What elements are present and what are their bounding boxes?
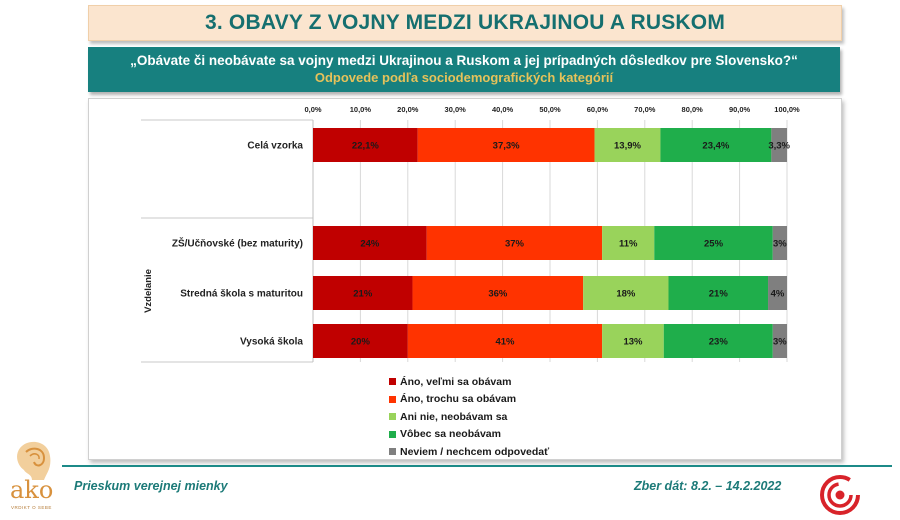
data-label: 20% bbox=[351, 337, 371, 348]
spiral-logo-icon bbox=[820, 475, 860, 515]
legend-swatch bbox=[389, 378, 396, 386]
category-label: Stredná škola s maturitou bbox=[180, 289, 303, 300]
x-tick-label: 80,0% bbox=[682, 105, 704, 114]
bar-segment bbox=[313, 324, 408, 358]
legend-item: Áno, veľmi sa obávam bbox=[389, 373, 549, 391]
ako-logo-head-icon bbox=[17, 441, 51, 480]
data-label: 24% bbox=[360, 239, 380, 250]
bar-segment bbox=[594, 128, 661, 162]
chart-panel: 0,0% 10,0% 20,0% 30,0% 40,0% 50,0% 60,0% 70,0% 8… bbox=[88, 98, 842, 460]
bar-segment bbox=[313, 276, 413, 310]
legend-swatch bbox=[389, 413, 396, 421]
category-label: ZŠ/Učňovské (bez maturity) bbox=[172, 237, 303, 250]
bar-segment bbox=[772, 324, 787, 358]
x-tick-label: 50,0% bbox=[539, 105, 561, 114]
data-label: 4% bbox=[771, 289, 785, 300]
data-label: 3,3% bbox=[768, 141, 790, 152]
data-label: 11% bbox=[619, 239, 638, 250]
bar-segment bbox=[407, 324, 603, 358]
bar-segment bbox=[771, 128, 787, 162]
footer-data-collection: Zber dát: 8.2. – 14.2.2022 bbox=[634, 479, 782, 493]
x-tick-label: 90,0% bbox=[729, 105, 751, 114]
data-label: 41% bbox=[495, 337, 515, 348]
legend-item: Vôbec sa neobávam bbox=[389, 426, 549, 444]
footer-survey-label: Prieskum verejnej mienky bbox=[74, 479, 228, 493]
legend-swatch bbox=[389, 430, 396, 438]
x-tick-label: 20,0% bbox=[397, 105, 419, 114]
slide-title: 3. OBAVY Z VOJNY MEDZI UKRAJINOU A RUSKO… bbox=[88, 5, 842, 41]
legend-label: Vôbec sa neobávam bbox=[400, 428, 501, 441]
survey-question: „Obávate či neobávate sa vojny medzi Ukr… bbox=[130, 53, 798, 68]
data-label: 22,1% bbox=[352, 141, 379, 152]
data-label: 3% bbox=[773, 239, 787, 250]
x-tick-label: 30,0% bbox=[445, 105, 467, 114]
bar-segment bbox=[417, 128, 595, 162]
legend-label: Áno, trochu sa obávam bbox=[400, 393, 517, 406]
data-label: 37% bbox=[505, 239, 525, 250]
data-label: 18% bbox=[616, 289, 636, 300]
bar-segment bbox=[602, 226, 655, 260]
bar-segment bbox=[602, 324, 664, 358]
legend-item: Ani nie, neobávam sa bbox=[389, 408, 549, 426]
data-label: 25% bbox=[704, 239, 724, 250]
bar-segment bbox=[663, 324, 773, 358]
group-label: Vzdelanie bbox=[143, 269, 154, 313]
footer-divider bbox=[62, 465, 892, 467]
bar-segment bbox=[583, 276, 669, 310]
bar-segment bbox=[313, 226, 427, 260]
chart-subtitle: Odpovede podľa sociodemografických kateg… bbox=[314, 70, 614, 85]
legend-swatch bbox=[389, 448, 396, 456]
x-tick-label: 0,0% bbox=[304, 105, 321, 114]
x-tick-label: 60,0% bbox=[587, 105, 609, 114]
legend-swatch bbox=[389, 395, 396, 403]
stacked-bar-chart: 0,0% 10,0% 20,0% 30,0% 40,0% 50,0% 60,0% 70,0% 8… bbox=[141, 105, 800, 363]
data-label: 21% bbox=[709, 289, 729, 300]
data-label: 3% bbox=[773, 337, 787, 348]
x-tick-label: 40,0% bbox=[492, 105, 514, 114]
legend-label: Áno, veľmi sa obávam bbox=[400, 375, 512, 388]
bar-segment bbox=[768, 276, 787, 310]
data-label: 23% bbox=[709, 337, 729, 348]
data-label: 13,9% bbox=[614, 141, 641, 152]
chart-legend: Áno, veľmi sa obávam Áno, trochu sa obáva… bbox=[389, 373, 549, 461]
data-label: 21% bbox=[353, 289, 373, 300]
bar-segment bbox=[654, 226, 773, 260]
bar-segment bbox=[313, 128, 418, 162]
logo-tagline: VRDIKT O SEBE bbox=[11, 505, 52, 510]
x-tick-label: 100,0% bbox=[774, 105, 800, 114]
x-tick-label: 70,0% bbox=[634, 105, 656, 114]
x-tick-label: 10,0% bbox=[350, 105, 372, 114]
bar-segment bbox=[772, 226, 787, 260]
bar-segment bbox=[412, 276, 584, 310]
data-label: 37,3% bbox=[493, 141, 520, 152]
bar-segment bbox=[426, 226, 603, 260]
logo-wordmark: ako bbox=[10, 476, 54, 504]
data-label: 23,4% bbox=[702, 141, 729, 152]
data-label: 13% bbox=[623, 337, 643, 348]
legend-item: Áno, trochu sa obávam bbox=[389, 391, 549, 409]
legend-label: Ani nie, neobávam sa bbox=[400, 410, 508, 423]
legend-item: Neviem / nechcem odpovedať bbox=[389, 443, 549, 461]
legend-label: Neviem / nechcem odpovedať bbox=[400, 445, 550, 458]
category-label: Celá vzorka bbox=[247, 141, 303, 152]
question-banner: „Obávate či neobávate sa vojny medzi Ukr… bbox=[88, 47, 840, 92]
bar-segment bbox=[668, 276, 769, 310]
category-label: Vysoká škola bbox=[240, 337, 303, 348]
data-label: 36% bbox=[488, 289, 508, 300]
bar-segment bbox=[660, 128, 772, 162]
